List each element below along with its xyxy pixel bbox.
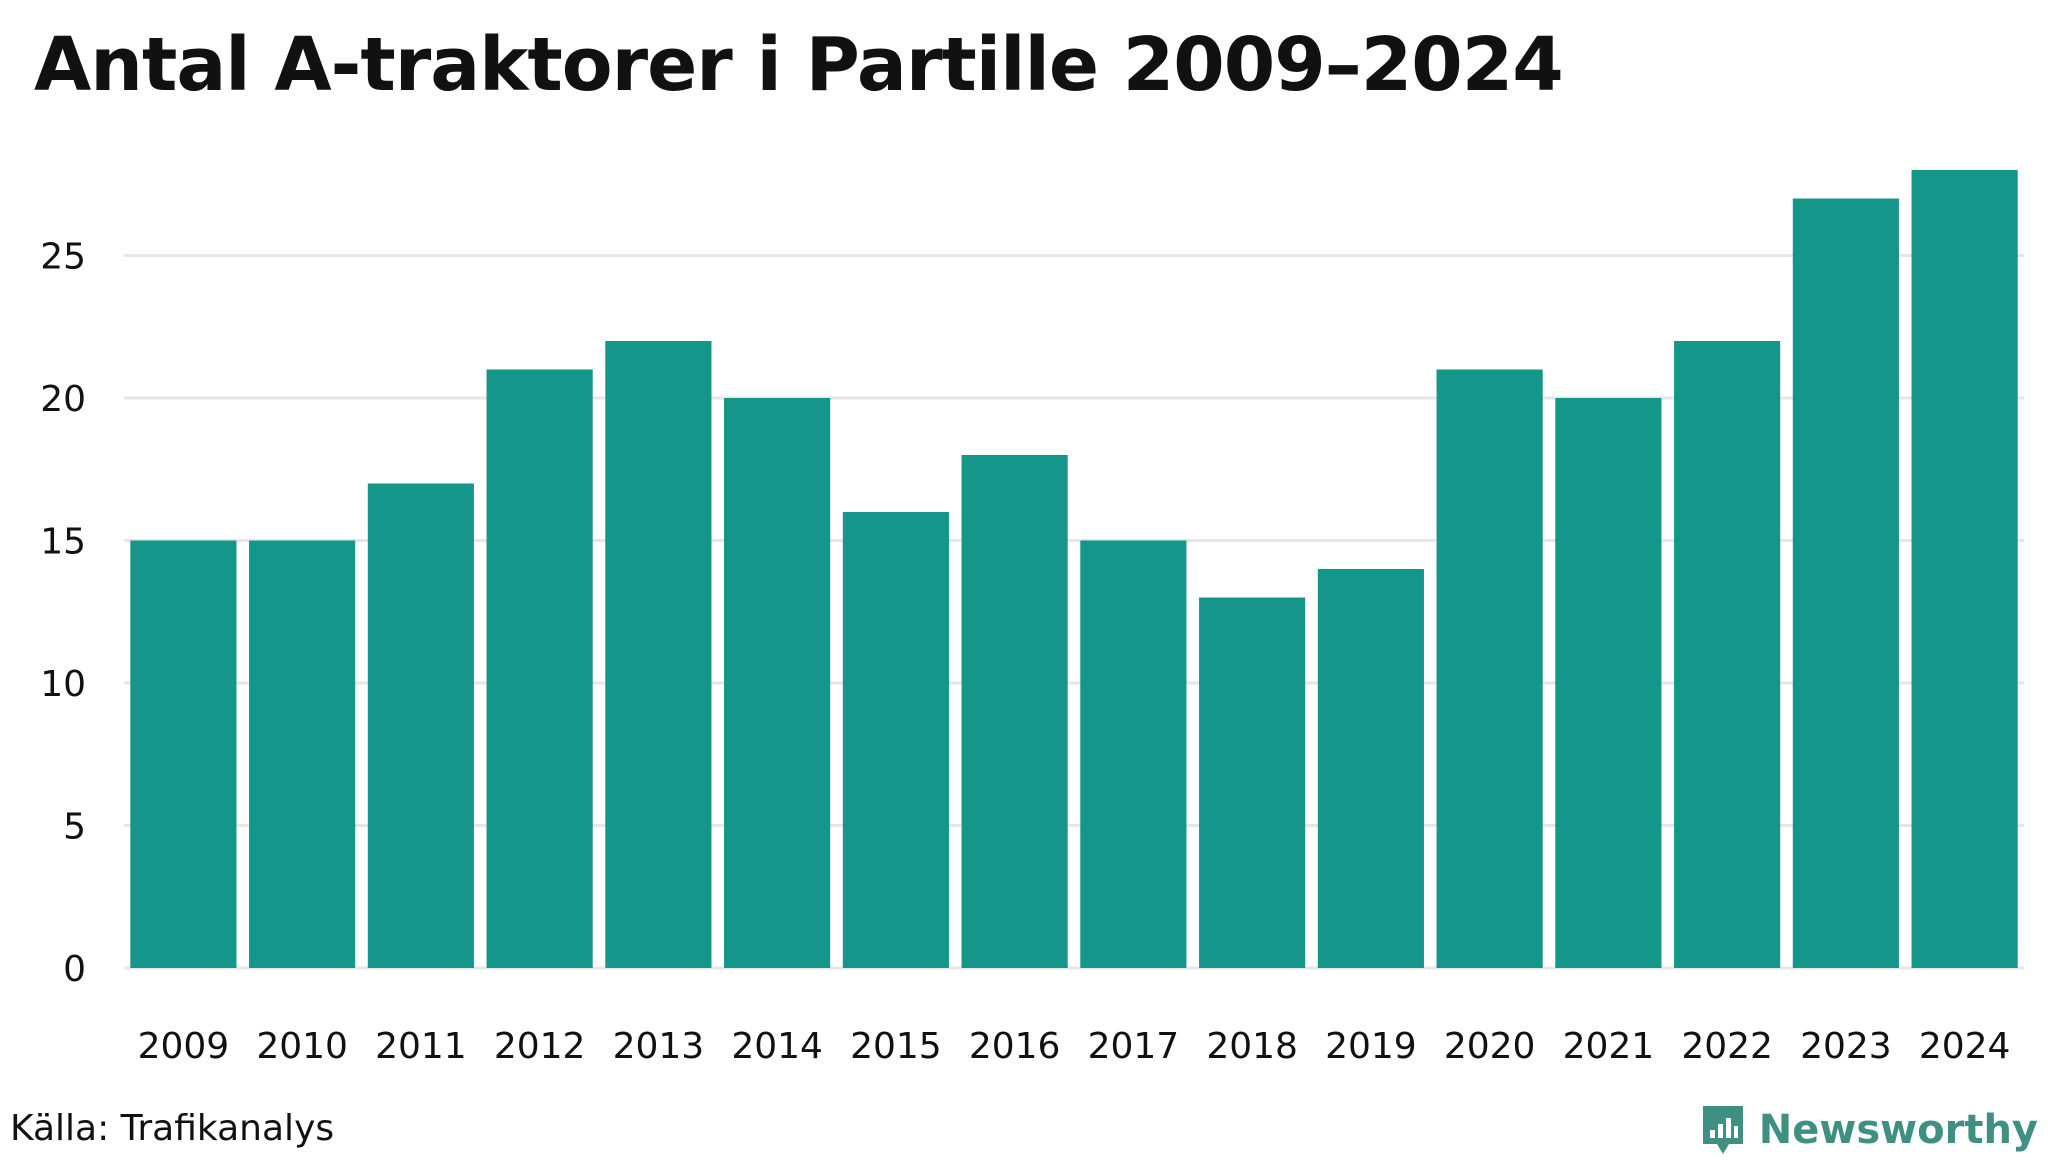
y-tick-label: 20 [40,379,86,420]
x-axis: 2009 2010 2011 2012 2013 2014 2015 2016 2017 2018… [138,1026,2011,1067]
x-tick-label: 2011 [375,1026,467,1067]
brand-name: Newsworthy [1758,1107,2038,1153]
x-tick-label: 2023 [1800,1026,1892,1067]
bar-2019 [1317,569,1424,968]
y-tick-label: 5 [63,807,86,848]
bar-2012 [486,369,593,968]
y-axis: 0 5 10 15 20 25 [40,237,86,991]
y-tick-label: 25 [40,237,86,278]
brand-logo: Newsworthy [1699,1100,2038,1160]
y-tick-label: 0 [63,949,86,990]
bar-2015 [842,512,949,968]
x-tick-label: 2020 [1444,1026,1536,1067]
x-tick-label: 2013 [613,1026,705,1067]
x-tick-label: 2014 [731,1026,823,1067]
bar-2009 [130,540,237,968]
x-tick-label: 2017 [1088,1026,1180,1067]
bar-2018 [1199,597,1306,968]
x-tick-label: 2009 [138,1026,230,1067]
x-tick-label: 2012 [494,1026,586,1067]
bar-2023 [1792,198,1899,968]
y-tick-label: 10 [40,664,86,705]
bar-2011 [367,483,474,968]
x-tick-label: 2016 [969,1026,1061,1067]
x-tick-label: 2019 [1325,1026,1417,1067]
bar-2020 [1436,369,1543,968]
bar-2024 [1911,170,2018,968]
x-tick-label: 2010 [256,1026,348,1067]
x-tick-label: 2022 [1681,1026,1773,1067]
bar-2022 [1674,341,1781,968]
bar-2010 [249,540,356,968]
newsworthy-chart-icon [1702,1106,1743,1154]
bar-2017 [1080,540,1187,968]
bar-2013 [605,341,712,968]
source-note: Källa: Trafikanalys [10,1108,335,1149]
bar-2014 [724,398,831,968]
bar-2021 [1555,398,1662,968]
x-tick-label: 2015 [850,1026,942,1067]
bars [130,170,2018,968]
y-tick-label: 15 [40,522,86,563]
bar-2016 [961,455,1068,968]
x-tick-label: 2021 [1563,1026,1655,1067]
x-tick-label: 2018 [1206,1026,1298,1067]
chart-title: Antal A-traktorer i Partille 2009–2024 [34,22,1564,108]
x-tick-label: 2024 [1919,1026,2011,1067]
